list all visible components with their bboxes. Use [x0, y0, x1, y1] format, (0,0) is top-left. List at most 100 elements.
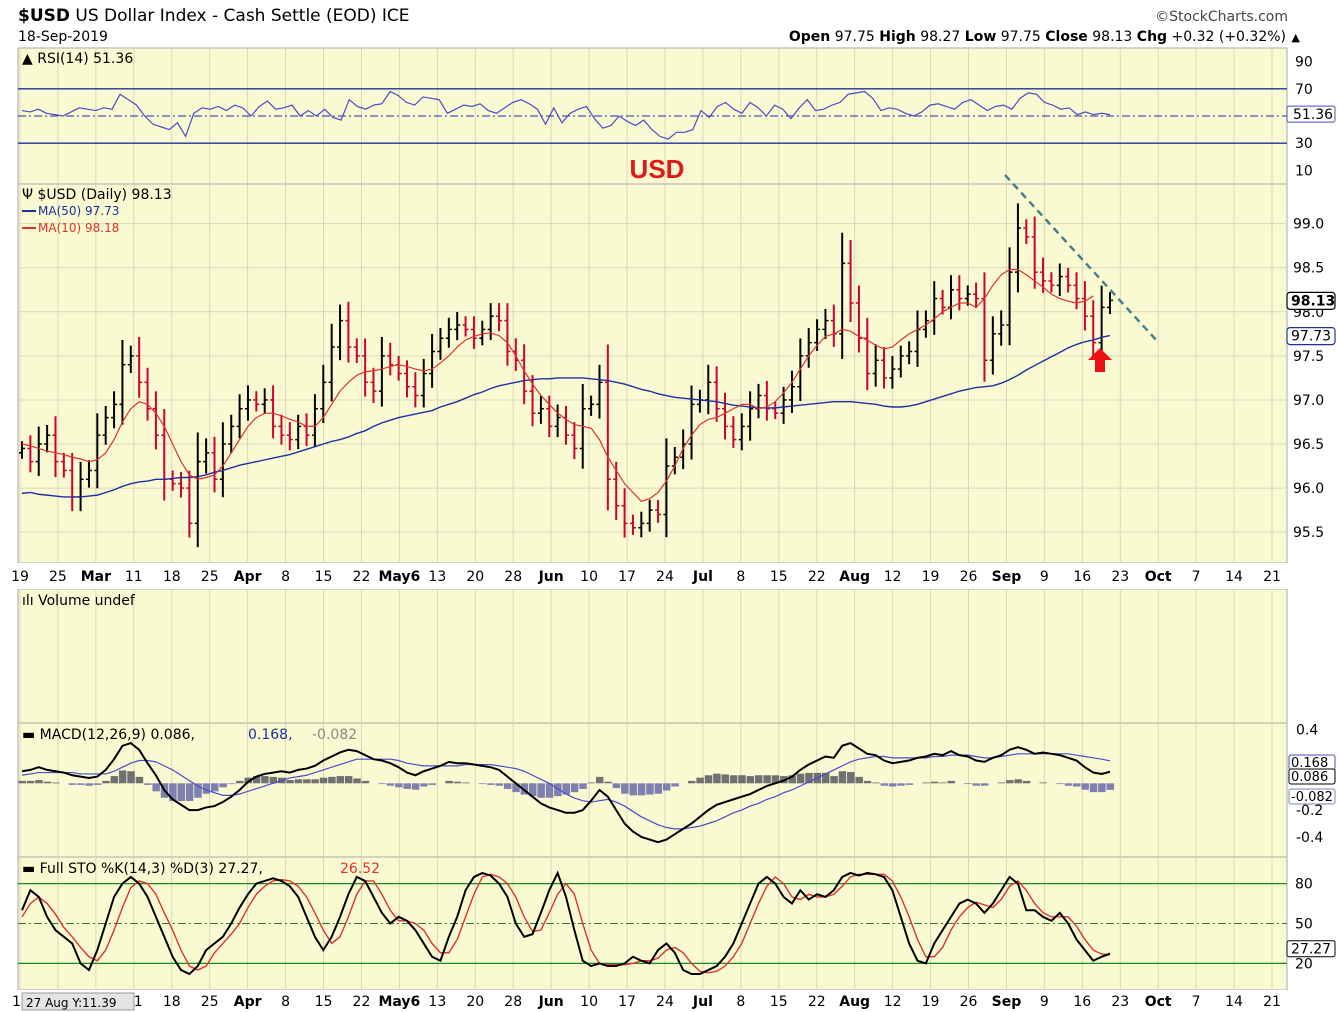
macd-histogram-bar	[863, 780, 872, 784]
x-axis-band-bottom	[18, 990, 1287, 1012]
sto-k-line	[21, 870, 1111, 976]
macd-histogram-bar	[587, 782, 596, 784]
sto-tick-label: 50	[1295, 917, 1313, 933]
macd-histogram-bar	[855, 776, 863, 784]
macd-histogram-bar	[487, 783, 495, 785]
x-axis-label-bottom: 22	[808, 994, 826, 1010]
cursor-readout: 27 Aug Y:11.39	[26, 996, 116, 1010]
x-axis-label-bottom: Oct	[1145, 994, 1172, 1010]
ma50-value-tag	[1286, 327, 1336, 346]
ohlc-summary: Open 97.75 High 98.27 Low 97.75 Close 98…	[789, 29, 1286, 45]
open-value: 97.75	[834, 29, 875, 45]
macd-histogram-bar	[612, 783, 621, 789]
x-axis-label-bottom: 24	[656, 994, 674, 1010]
x-axis-label-bottom: 22	[353, 994, 371, 1010]
macd-histogram-bar	[662, 783, 671, 791]
macd-histogram-bar	[169, 783, 177, 801]
macd-histogram-bar	[930, 781, 939, 784]
macd-histogram-bar	[847, 772, 855, 784]
x-axis-label: 14	[1225, 569, 1243, 585]
macd-histogram-bar	[395, 783, 403, 788]
macd-histogram-bar	[68, 783, 77, 785]
macd-histogram-bar	[646, 783, 654, 795]
sto-legend: ▬ Full STO %K(14,3) %D(3) 27.27,	[22, 861, 263, 877]
macd-tick-label: -0.2	[1296, 803, 1323, 819]
x-axis-label-bottom: 12	[884, 994, 902, 1010]
panel-vol	[17, 588, 1288, 724]
sto-tick-label: 80	[1295, 877, 1313, 893]
macd-histogram-bar	[922, 782, 930, 784]
macd-histogram-bar	[980, 783, 989, 786]
macd-histogram-bar	[1006, 780, 1014, 784]
close-label: Close	[1045, 29, 1088, 45]
close-value-tag	[1286, 291, 1336, 310]
macd-histogram-bar	[838, 771, 847, 784]
macd-line	[21, 741, 1111, 844]
x-axis-label-bottom: 25	[201, 994, 219, 1010]
x-axis-label: 26	[960, 569, 978, 585]
macd-histogram-bar	[185, 783, 194, 801]
macd-histogram-bar	[738, 775, 746, 784]
macd-histogram-bar	[303, 779, 311, 784]
x-axis-label: 19	[922, 569, 940, 585]
cursor-readout-box	[21, 992, 135, 1011]
price-tick-label: 95.5	[1293, 525, 1324, 541]
x-axis-label-bottom: 19	[922, 994, 940, 1010]
macd-histogram-bar	[127, 771, 135, 784]
x-axis-label-bottom: Sep	[992, 994, 1022, 1010]
macd-histogram-bar	[537, 783, 545, 798]
macd-histogram-bar	[152, 783, 160, 792]
macd-histogram-bar	[888, 783, 897, 787]
x-axis-label: Jul	[692, 569, 713, 585]
macd-histogram-bar	[319, 777, 328, 784]
macd-histogram-bar	[704, 775, 713, 784]
brand-link[interactable]: ©StockCharts.com	[1155, 9, 1288, 25]
macd-histogram-bar	[445, 780, 453, 784]
macd-histogram-bar	[252, 776, 261, 784]
macd-histogram-bar	[696, 777, 704, 784]
macd-histogram-bar	[194, 783, 202, 798]
macd-histogram-bar	[637, 783, 646, 796]
ma50-legend: MA(50) 97.73	[38, 204, 119, 218]
macd-histogram-bar	[721, 774, 730, 784]
x-axis-label-bottom: 13	[428, 994, 446, 1010]
macd-histogram-bar	[244, 777, 252, 784]
header-date: 18-Sep-2019	[18, 29, 108, 45]
macd-histogram-bar	[110, 776, 119, 784]
x-axis-label-bottom: 20	[466, 994, 484, 1010]
macd-histogram-bar	[713, 773, 721, 784]
price-tick-label: 99.0	[1293, 217, 1324, 233]
price-tick-label: 98.5	[1293, 261, 1324, 277]
macd-value-text: -0.082	[1291, 790, 1333, 805]
macd-value-text: 0.168	[1291, 756, 1328, 771]
macd-histogram-bar	[144, 783, 152, 785]
macd-histogram-bar	[420, 783, 428, 787]
x-axis-label-bottom: 16	[1073, 994, 1091, 1010]
x-axis-label-bottom: 17	[618, 994, 636, 1010]
macd-histogram-bar	[939, 782, 947, 784]
macd-histogram-bar	[403, 783, 411, 789]
close-value-tag-text: 98.13	[1291, 293, 1335, 309]
macd-histogram-bar	[1064, 783, 1073, 786]
macd-histogram-bar	[219, 783, 227, 788]
x-axis-label-bottom: 23	[1111, 994, 1129, 1010]
macd-histogram-bar	[1039, 782, 1048, 784]
price-tick-label: 97.5	[1293, 349, 1324, 365]
rsi-tick-label: 70	[1295, 82, 1313, 98]
macd-histogram-bar	[43, 781, 52, 784]
x-axis-label-bottom: 26	[960, 994, 978, 1010]
low-value: 97.75	[1000, 29, 1041, 45]
macd-tick-label: 0.4	[1296, 723, 1318, 739]
x-axis-label-bottom: Apr	[234, 994, 262, 1010]
sto-value-text: 27.27	[1291, 942, 1331, 958]
macd-histogram-bar	[428, 783, 437, 785]
x-axis-label-bottom: 7	[1192, 994, 1201, 1010]
macd-histogram-bar	[503, 783, 512, 789]
macd-histogram-bar	[545, 783, 554, 798]
x-axis-label-bottom: Jun	[538, 994, 564, 1010]
macd-histogram-bar	[629, 783, 637, 796]
x-axis-label: Oct	[1145, 569, 1172, 585]
macd-histogram-bar	[754, 775, 763, 784]
macd-histogram-bar	[93, 783, 102, 785]
price-tick-label: 97.0	[1293, 393, 1324, 409]
